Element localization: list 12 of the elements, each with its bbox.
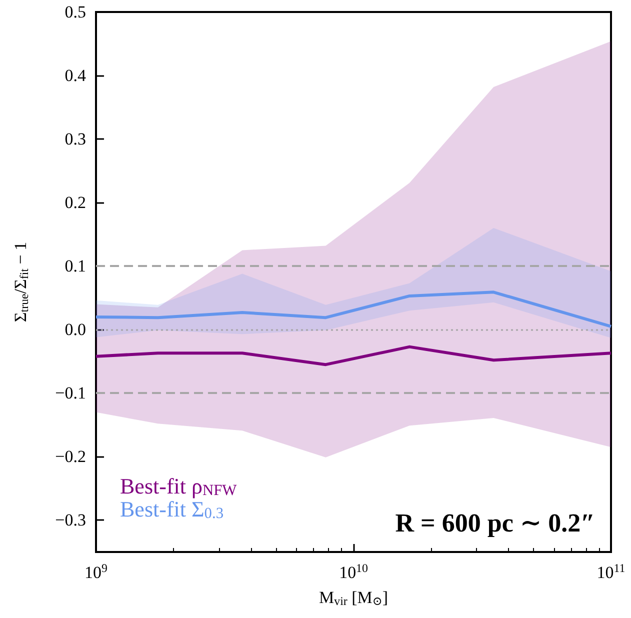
y-tick-label: −0.1	[55, 384, 86, 403]
annotation: R = 600 pc ∼ 0.2″	[395, 508, 596, 538]
y-tick-label: −0.3	[55, 510, 86, 530]
y-tick-label: 0.1	[64, 256, 86, 276]
text: Best-fit ρNFW	[120, 474, 238, 500]
y-tick-label: −0.2	[55, 447, 86, 466]
y-tick-label: 0.5	[64, 2, 86, 22]
y-tick-label: 0.3	[64, 130, 86, 149]
y-tick-label: 0.0	[64, 320, 86, 340]
y-tick-label: 0.2	[64, 193, 86, 212]
y-axis-title: Σtrue/Σfit − 1	[11, 242, 31, 322]
y-tick-label: 0.4	[64, 66, 86, 86]
